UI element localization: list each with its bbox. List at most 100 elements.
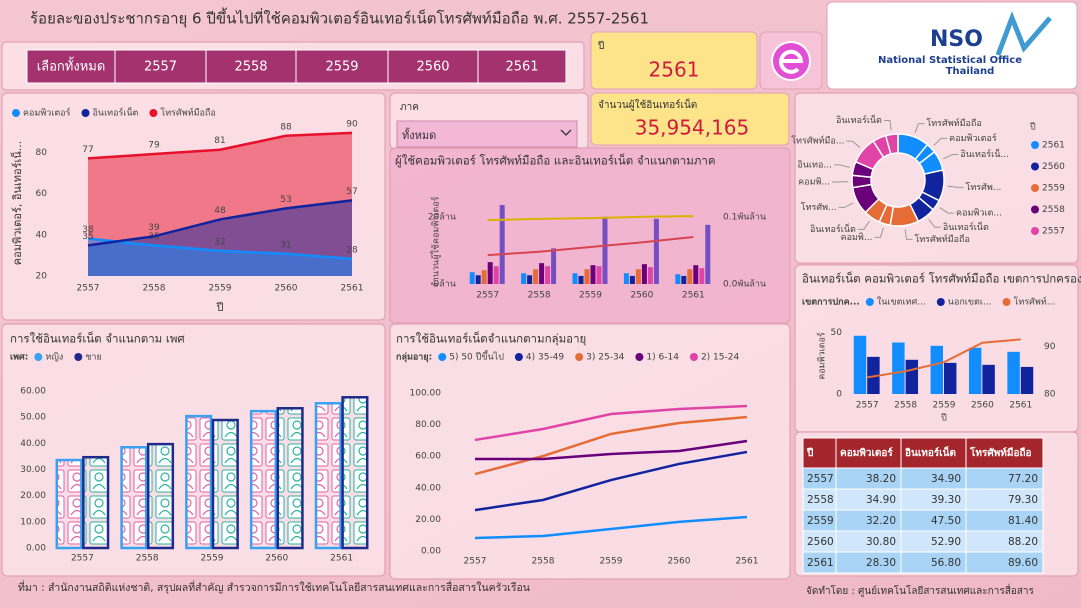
bar bbox=[681, 275, 687, 284]
internet-card-label: จำนวนผู้ใช้อินเทอร์เน็ต bbox=[598, 97, 697, 111]
y-tick-label: 40.00 bbox=[20, 439, 46, 449]
chart-title: ผู้ใช้คอมพิวเตอร์ โทรศัพท์มือถือ และอินเ… bbox=[395, 153, 716, 168]
line bbox=[87, 131, 353, 160]
year-button[interactable] bbox=[387, 49, 479, 84]
year-button-label: 2560 bbox=[416, 60, 449, 75]
y-tick-label: 20.00 bbox=[20, 491, 46, 501]
dropdown[interactable] bbox=[396, 120, 578, 148]
legend-label: 2) 15-24 bbox=[701, 353, 740, 363]
table-header-cell bbox=[835, 437, 902, 469]
table-cell-text: 30.80 bbox=[866, 536, 896, 548]
table-cell-text: 2560 bbox=[807, 536, 834, 548]
bar bbox=[211, 418, 239, 550]
dropdown-value: ทั้งหมด bbox=[402, 127, 436, 142]
leader-line bbox=[947, 185, 964, 188]
source-note: ที่มา : สำนักงานสถิติแห่งชาติ, สรุปผลที่… bbox=[18, 580, 530, 594]
donut-slice bbox=[884, 133, 899, 155]
data-label: 35 bbox=[82, 232, 93, 242]
slice-label: โทรศัพท์มือ... bbox=[791, 135, 844, 147]
x-tick-label: 2560 bbox=[630, 291, 653, 301]
x-tick-label: 2560 bbox=[275, 284, 298, 294]
x-axis-title: ปี bbox=[941, 413, 947, 424]
leader-line bbox=[833, 164, 850, 168]
bar bbox=[602, 216, 608, 284]
slice-label: โทรศัพ... bbox=[801, 202, 837, 213]
x-tick-label: 2560 bbox=[668, 557, 691, 567]
legend-marker bbox=[1002, 298, 1011, 306]
year-button-label: 2559 bbox=[325, 60, 358, 75]
y-axis-title: คอมพิวเตอร์, อินเทอร์เน็... bbox=[10, 141, 24, 265]
slice-label: คอมพิ... bbox=[798, 176, 830, 187]
bar bbox=[930, 345, 943, 394]
legend-label: โทรศัพท์... bbox=[1014, 296, 1056, 308]
y-tick-label: 60.00 bbox=[415, 452, 441, 462]
x-tick-label: 2557 bbox=[464, 557, 487, 567]
x-tick-label: 2559 bbox=[600, 557, 623, 567]
bar bbox=[469, 272, 475, 284]
line bbox=[474, 404, 748, 442]
legend-marker bbox=[1031, 162, 1039, 171]
line bbox=[867, 338, 1021, 379]
bar bbox=[1007, 351, 1020, 394]
y-tick-label: 40.00 bbox=[415, 483, 441, 493]
dropdown-arrow bbox=[560, 129, 572, 136]
leader-line bbox=[883, 120, 892, 131]
bar bbox=[653, 218, 659, 284]
line bbox=[87, 199, 353, 247]
table-header: ปี bbox=[806, 447, 813, 459]
logo-line1: National Statistical Office bbox=[878, 55, 1022, 66]
bar bbox=[693, 265, 699, 284]
slice-label: อินเทอ... bbox=[797, 159, 832, 170]
data-label: 39 bbox=[148, 223, 160, 233]
bar bbox=[629, 275, 635, 284]
y-tick-label: 20ล้าน bbox=[428, 211, 456, 222]
leader-line bbox=[914, 123, 925, 134]
year-button[interactable] bbox=[477, 49, 567, 84]
slice-label: โทรศัพท์มือถือ bbox=[926, 117, 981, 129]
bar bbox=[699, 268, 705, 284]
slice-label: อินเทอร์เน็ต bbox=[810, 222, 856, 235]
x-tick-label: 2561 bbox=[1009, 401, 1032, 411]
bar bbox=[584, 269, 590, 284]
x-tick-label: 2557 bbox=[77, 284, 100, 294]
bar bbox=[905, 359, 919, 394]
legend-label: หญิง bbox=[45, 352, 63, 363]
legend-title: เขตการปกค... bbox=[802, 297, 860, 308]
chart-title: อินเทอร์เน็ต คอมพิวเตอร์ โทรศัพท์มือถือ … bbox=[802, 271, 1081, 286]
bar bbox=[623, 273, 629, 284]
filter-label: ภาค bbox=[400, 102, 419, 113]
x-tick-label: 2561 bbox=[736, 557, 759, 567]
year-button[interactable] bbox=[205, 49, 297, 84]
y-tick-label: 0.00 bbox=[26, 544, 46, 554]
bar bbox=[641, 264, 647, 284]
data-label: 38 bbox=[82, 225, 94, 235]
y-tick-label: 80 bbox=[1044, 390, 1056, 400]
year-button[interactable] bbox=[26, 49, 116, 84]
line bbox=[487, 235, 694, 257]
legend-marker bbox=[635, 353, 644, 361]
legend-label: 3) 25-34 bbox=[586, 353, 625, 363]
legend-label: ในเขตเทศ... bbox=[877, 297, 926, 308]
chart-title: การใช้อินเทอร์เน็ตจำแนกตามกลุ่มอายุ bbox=[396, 331, 586, 346]
y-axis-title: คอมพิวเตอร์ bbox=[816, 332, 828, 380]
table-cell-text: 32.20 bbox=[866, 515, 896, 527]
table-cell-text: 2557 bbox=[807, 473, 834, 485]
slice-label: อินเทอร์เน็... bbox=[960, 147, 1009, 160]
bar bbox=[521, 273, 527, 284]
table-cell-text: 88.20 bbox=[1008, 536, 1038, 548]
x-tick-label: 2561 bbox=[330, 554, 353, 564]
table-cell-text: 77.20 bbox=[1008, 473, 1038, 485]
legend-title: กลุ่มอายุ: bbox=[396, 352, 432, 363]
year-button-label: 2558 bbox=[234, 60, 267, 75]
legend-label: 2559 bbox=[1042, 184, 1065, 194]
bar bbox=[944, 362, 957, 394]
leader-line bbox=[933, 137, 948, 146]
legend-label: 1) 6-14 bbox=[646, 353, 679, 363]
leader-line bbox=[904, 229, 913, 240]
legend-label: ชาย bbox=[85, 353, 101, 363]
slice-label: อินเทอร์เน็ต bbox=[943, 220, 989, 233]
line bbox=[474, 415, 748, 476]
x-tick-label: 2560 bbox=[265, 554, 288, 564]
y-tick-label: 0 bbox=[836, 390, 842, 400]
leader-line bbox=[928, 219, 941, 228]
